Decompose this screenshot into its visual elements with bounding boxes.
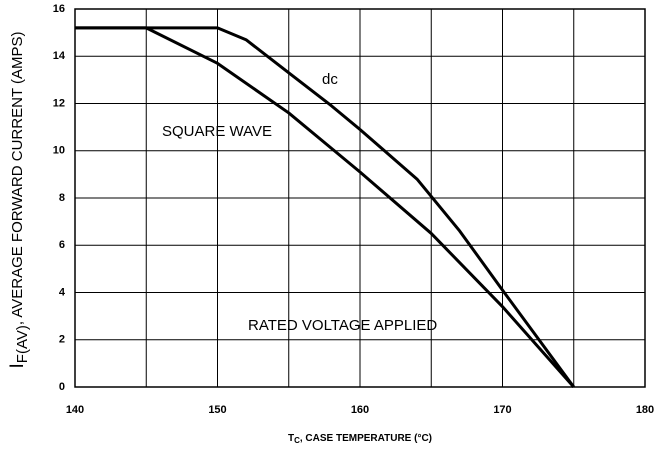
line-series — [75, 26, 575, 388]
x-title-rest: , CASE TEMPERATURE (°C) — [300, 433, 432, 444]
x-tick-label: 160 — [351, 404, 369, 416]
y-tick-label: 14 — [53, 50, 66, 62]
x-axis-title: TC, CASE TEMPERATURE (°C) — [288, 433, 432, 445]
x-tick-label: 180 — [636, 404, 654, 416]
y-tick-label: 12 — [53, 97, 65, 109]
y-tick-label: 4 — [59, 286, 66, 298]
y-title-sub: F(AV) — [14, 325, 31, 363]
x-tick-label: 150 — [208, 404, 226, 416]
y-title-main: I — [7, 363, 28, 368]
line-series — [75, 26, 575, 388]
x-title-sub: C — [294, 436, 300, 445]
y-tick-label: 16 — [53, 3, 65, 15]
x-tick-label: 140 — [66, 404, 84, 416]
plot-frame — [74, 8, 646, 388]
y-title-rest: , AVERAGE FORWARD CURRENT (AMPS) — [9, 32, 26, 326]
y-tick-label: 6 — [59, 239, 65, 251]
y-axis-title: IF(AV), AVERAGE FORWARD CURRENT (AMPS) — [7, 32, 31, 369]
y-tick-label: 8 — [59, 192, 65, 204]
y-tick-label: 2 — [59, 334, 65, 346]
x-title-main: T — [288, 433, 294, 444]
y-tick-label: 10 — [53, 145, 65, 157]
x-tick-label: 170 — [493, 404, 511, 416]
series-label: dc — [322, 71, 338, 88]
y-tick-label: 0 — [59, 381, 65, 393]
series-label: SQUARE WAVE — [162, 123, 272, 140]
annotation: RATED VOLTAGE APPLIED — [248, 317, 437, 334]
